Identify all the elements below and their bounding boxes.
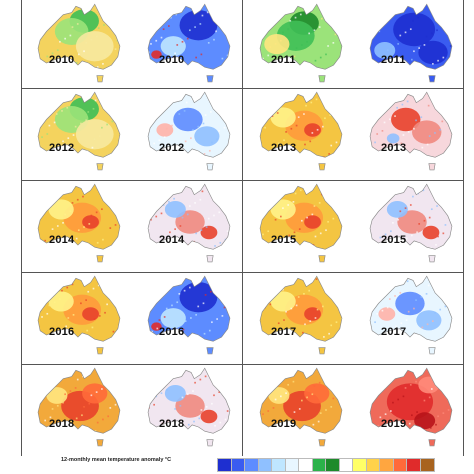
frame-row-divider	[21, 364, 464, 365]
anomaly-region	[164, 385, 186, 402]
anomaly-region	[397, 210, 427, 234]
frame-center	[242, 0, 243, 456]
australia-map-temperature	[147, 91, 231, 171]
year-label: 2010	[159, 54, 185, 66]
anomaly-region	[82, 307, 99, 321]
anomaly-region	[151, 322, 162, 331]
anomaly-region	[304, 123, 321, 137]
anomaly-region	[386, 383, 434, 421]
anomaly-region	[418, 376, 440, 394]
anomaly-region	[414, 412, 436, 430]
anomaly-region	[268, 387, 290, 404]
australia-map-rainfall	[37, 367, 121, 447]
year-label: 2018	[49, 418, 75, 430]
year-label: 2017	[271, 326, 297, 338]
year-label: 2014	[159, 234, 185, 246]
anomaly-region	[48, 291, 74, 312]
australia-map-rainfall	[259, 91, 343, 171]
anomaly-region	[391, 107, 421, 132]
year-label: 2016	[49, 326, 75, 338]
anomaly-region	[416, 310, 442, 331]
anomaly-region	[75, 119, 114, 150]
australia-map-rainfall	[37, 275, 121, 355]
year-label: 2013	[381, 142, 407, 154]
year-label: 2018	[159, 418, 185, 430]
australia-map-rainfall	[259, 3, 343, 83]
anomaly-region	[386, 133, 400, 144]
anomaly-region	[175, 210, 205, 234]
anomaly-region	[393, 12, 436, 47]
legend-swatch	[419, 458, 435, 472]
frame-right	[463, 0, 464, 456]
anomaly-region	[422, 225, 440, 240]
anomaly-region	[179, 10, 218, 41]
anomaly-region	[270, 199, 296, 220]
australia-map-temperature	[147, 183, 231, 263]
anomaly-region	[264, 34, 290, 55]
year-label: 2011	[271, 54, 296, 66]
anomaly-region	[175, 394, 205, 418]
year-label: 2015	[381, 234, 407, 246]
year-label: 2011	[381, 54, 406, 66]
anomaly-region	[270, 107, 296, 128]
australia-map-temperature	[369, 367, 453, 447]
anomaly-region	[200, 225, 218, 240]
anomaly-region	[151, 50, 162, 59]
anomaly-region	[75, 31, 114, 62]
frame-row-divider	[21, 272, 464, 273]
year-label: 2016	[159, 326, 185, 338]
anomaly-region	[418, 40, 448, 65]
anomaly-region	[200, 409, 218, 424]
legend-label: 12-monthly mean temperature anomaly °C	[61, 457, 172, 463]
australia-map-temperature	[147, 367, 231, 447]
anomaly-region	[412, 120, 442, 144]
australia-map-rainfall	[259, 275, 343, 355]
map-figure: 2010 2010 2011 2011 2012 2012 2013 2013 2014 2014…	[21, 0, 464, 474]
anomaly-region	[82, 383, 108, 404]
year-label: 2012	[159, 142, 185, 154]
anomaly-region	[194, 126, 220, 147]
australia-map-rainfall	[259, 183, 343, 263]
year-label: 2017	[381, 326, 407, 338]
frame-left	[21, 0, 22, 456]
year-label: 2010	[49, 54, 75, 66]
australia-map-temperature	[369, 183, 453, 263]
anomaly-region	[395, 291, 425, 316]
year-label: 2015	[271, 234, 297, 246]
anomaly-region	[82, 215, 99, 229]
frame-row-divider	[21, 88, 464, 89]
anomaly-region	[304, 215, 321, 229]
year-label: 2019	[381, 418, 407, 430]
australia-map-temperature	[147, 275, 231, 355]
anomaly-region	[304, 307, 321, 321]
anomaly-region	[156, 123, 174, 137]
anomaly-region	[46, 387, 68, 404]
anomaly-region	[374, 42, 396, 59]
year-label: 2012	[49, 142, 75, 154]
australia-map-rainfall	[259, 367, 343, 447]
australia-map-temperature	[369, 275, 453, 355]
anomaly-region	[270, 291, 296, 312]
legend: 12-monthly mean temperature anomaly °C	[47, 456, 447, 474]
australia-map-temperature	[369, 91, 453, 171]
anomaly-region	[173, 107, 203, 132]
year-label: 2019	[271, 418, 297, 430]
year-label: 2013	[271, 142, 297, 154]
australia-map-temperature	[147, 3, 231, 83]
anomaly-region	[378, 307, 396, 321]
anomaly-region	[48, 199, 74, 220]
year-label: 2014	[49, 234, 75, 246]
anomaly-region	[386, 201, 408, 218]
australia-map-rainfall	[37, 91, 121, 171]
australia-map-rainfall	[37, 183, 121, 263]
anomaly-region	[179, 282, 218, 313]
australia-map-rainfall	[37, 3, 121, 83]
frame-row-divider	[21, 180, 464, 181]
australia-map-temperature	[369, 3, 453, 83]
anomaly-region	[160, 36, 186, 57]
anomaly-region	[304, 383, 330, 404]
anomaly-region	[160, 308, 186, 329]
anomaly-region	[164, 201, 186, 218]
